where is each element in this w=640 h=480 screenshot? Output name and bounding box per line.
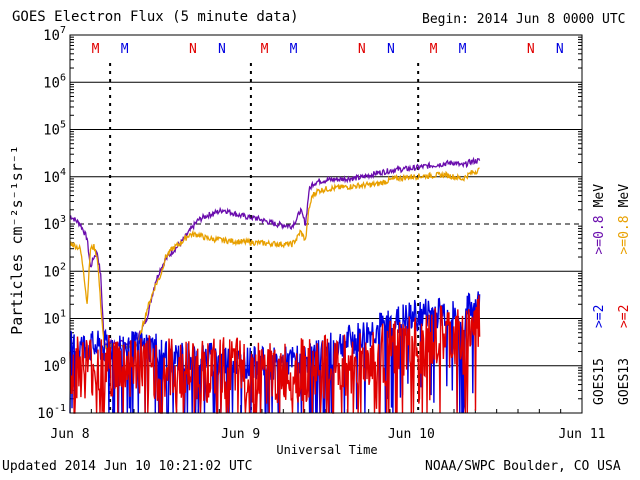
x-tick-labels: Jun 8 Jun 9 Jun 10 Jun 11 <box>50 427 605 442</box>
local-time-marker: N <box>387 42 395 57</box>
legend-text: GOES13>=2>=0.8MeV <box>617 184 632 405</box>
local-time-marker: M <box>430 42 438 57</box>
local-time-marker: M <box>92 42 100 57</box>
y-tick-label: 106 <box>43 72 66 91</box>
chart-title: GOES Electron Flux (5 minute data) <box>12 9 299 25</box>
y-tick-label: 10-1 <box>37 403 66 422</box>
legend-group: GOES13>=2>=0.8MeV <box>617 184 632 405</box>
legend-text: GOES15>=2>=0.8MeV <box>592 184 607 405</box>
x-tick-label: Jun 10 <box>388 427 435 442</box>
y-tick-labels: 107 106 105 104 103 102 101 100 10-1 <box>37 25 66 422</box>
x-tick-label: Jun 8 <box>50 427 89 442</box>
x-tick-label: Jun 9 <box>221 427 260 442</box>
series-line <box>69 156 481 349</box>
local-time-marker: N <box>527 42 535 57</box>
y-tick-label: 103 <box>43 214 66 233</box>
y-axis-label: Particles cm⁻²s⁻¹sr⁻¹ <box>8 145 26 335</box>
begin-label: Begin: 2014 Jun 8 0000 UTC <box>422 12 626 27</box>
local-time-marker: M <box>459 42 467 57</box>
updated-label: Updated 2014 Jun 10 10:21:02 UTC <box>2 459 253 474</box>
y-tick-label: 107 <box>43 25 66 44</box>
legend: GOES15>=2>=0.8MeV GOES13>=2>=0.8MeV <box>592 184 632 405</box>
local-time-marker: M <box>261 42 269 57</box>
local-time-marker: M <box>290 42 298 57</box>
y-tick-label: 101 <box>43 309 66 328</box>
x-tick-label: Jun 11 <box>559 427 606 442</box>
y-tick-label: 100 <box>43 356 66 375</box>
y-tick-label: 105 <box>43 120 66 139</box>
plot-frame <box>69 34 583 414</box>
local-time-marker: N <box>189 42 197 57</box>
y-tick-label: 102 <box>43 261 66 280</box>
local-time-marker: N <box>556 42 564 57</box>
x-axis-label: Universal Time <box>276 443 377 457</box>
local-time-marker: M <box>121 42 129 57</box>
legend-group: GOES15>=2>=0.8MeV <box>592 184 607 405</box>
y-tick-label: 104 <box>43 167 66 186</box>
local-time-marker: N <box>218 42 226 57</box>
series-layer <box>69 156 481 414</box>
credit-label: NOAA/SWPC Boulder, CO USA <box>425 459 621 474</box>
local-time-marker: N <box>358 42 366 57</box>
